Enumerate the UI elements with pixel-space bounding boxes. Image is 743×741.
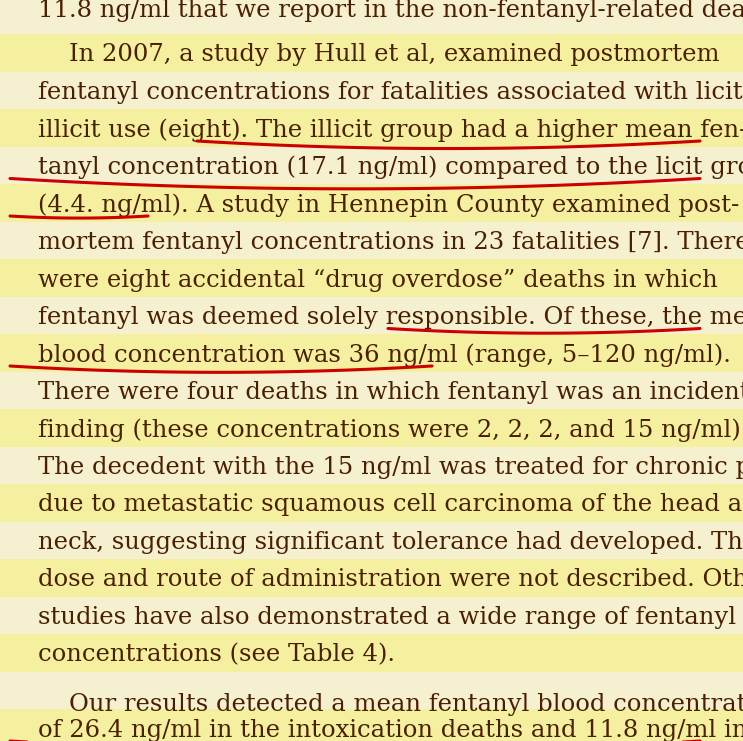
Text: finding (these concentrations were 2, 2, 2, and 15 ng/ml).: finding (these concentrations were 2, 2,… [38, 418, 743, 442]
Text: tanyl concentration (17.1 ng/ml) compared to the licit group: tanyl concentration (17.1 ng/ml) compare… [38, 156, 743, 179]
Text: blood concentration was 36 ng/ml (range, 5–120 ng/ml).: blood concentration was 36 ng/ml (range,… [38, 343, 731, 367]
FancyBboxPatch shape [0, 634, 743, 672]
Text: were eight accidental “drug overdose” deaths in which: were eight accidental “drug overdose” de… [38, 268, 718, 291]
FancyBboxPatch shape [0, 559, 743, 597]
Text: fentanyl concentrations for fatalities associated with licit and: fentanyl concentrations for fatalities a… [38, 81, 743, 104]
FancyBboxPatch shape [0, 110, 743, 147]
FancyBboxPatch shape [0, 409, 743, 447]
Text: (4.4. ng/ml). A study in Hennepin County examined post-: (4.4. ng/ml). A study in Hennepin County… [38, 193, 739, 217]
FancyBboxPatch shape [0, 34, 743, 72]
Text: studies have also demonstrated a wide range of fentanyl: studies have also demonstrated a wide ra… [38, 606, 736, 629]
Text: mortem fentanyl concentrations in 23 fatalities [7]. There: mortem fentanyl concentrations in 23 fat… [38, 231, 743, 254]
Text: of 26.4 ng/ml in the intoxication deaths and 11.8 ng/ml in: of 26.4 ng/ml in the intoxication deaths… [38, 719, 743, 741]
FancyBboxPatch shape [0, 709, 743, 741]
Text: illicit use (eight). The illicit group had a higher mean fen-: illicit use (eight). The illicit group h… [38, 119, 743, 142]
Text: neck, suggesting significant tolerance had developed. The: neck, suggesting significant tolerance h… [38, 531, 743, 554]
Text: There were four deaths in which fentanyl was an incidental: There were four deaths in which fentanyl… [38, 381, 743, 404]
FancyBboxPatch shape [0, 259, 743, 297]
Text: fentanyl was deemed solely responsible. Of these, the mean: fentanyl was deemed solely responsible. … [38, 306, 743, 329]
FancyBboxPatch shape [0, 185, 743, 222]
Text: The decedent with the 15 ng/ml was treated for chronic pain: The decedent with the 15 ng/ml was treat… [38, 456, 743, 479]
Text: dose and route of administration were not described. Other: dose and route of administration were no… [38, 568, 743, 591]
Text: 11.8 ng/ml that we report in the non-fentanyl-related deaths.: 11.8 ng/ml that we report in the non-fen… [38, 0, 743, 21]
Text: In 2007, a study by Hull et al, examined postmortem: In 2007, a study by Hull et al, examined… [38, 44, 719, 67]
FancyBboxPatch shape [0, 334, 743, 372]
FancyBboxPatch shape [0, 485, 743, 522]
Text: due to metastatic squamous cell carcinoma of the head and: due to metastatic squamous cell carcinom… [38, 494, 743, 516]
Text: concentrations (see Table 4).: concentrations (see Table 4). [38, 643, 395, 666]
Text: Our results detected a mean fentanyl blood concentration: Our results detected a mean fentanyl blo… [38, 693, 743, 716]
